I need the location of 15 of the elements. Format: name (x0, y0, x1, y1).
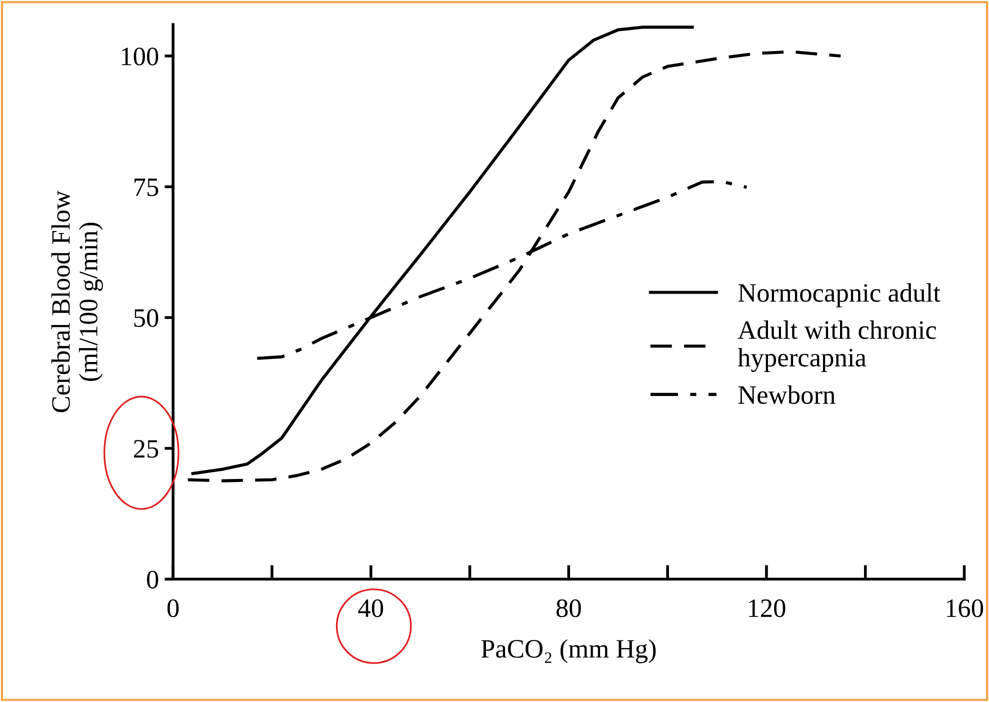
y-tick-label: 75 (134, 178, 158, 196)
x-tick-label: 80 (556, 599, 581, 618)
x-tick-label: 160 (946, 599, 984, 618)
y-axis-title: Cerebral Blood Flow (ml/100 g/min) (51, 190, 103, 412)
x-tick-label: 0 (167, 599, 179, 618)
legend-label: Adult with chronic hypercapnia (738, 320, 936, 372)
legend-label: Newborn (738, 385, 836, 404)
x-tick-label: 40 (358, 599, 384, 618)
y-tick-label: 100 (122, 48, 158, 66)
legend-label: Normocapnic adult (738, 283, 940, 308)
y-tick-label: 0 (147, 570, 158, 589)
y-tick-label: 25 (134, 440, 158, 458)
y-tick-label: 50 (134, 309, 158, 327)
x-axis-title: PaCO₂ (mm Hg) (481, 639, 656, 664)
x-tick-label: 120 (749, 599, 786, 618)
